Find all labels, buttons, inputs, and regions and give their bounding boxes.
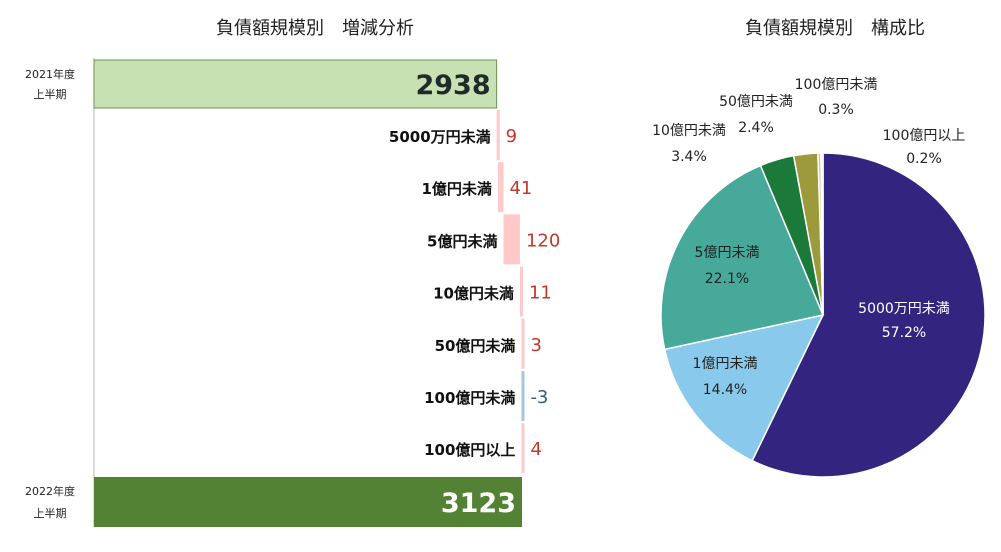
step-category-label: 5億円未満: [427, 232, 497, 250]
step-category-label: 50億円未満: [435, 337, 516, 355]
step-category-label: 10億円未満: [433, 285, 514, 303]
step-value-label: 9: [506, 126, 517, 147]
start-label-line1: 2021年度: [25, 67, 75, 81]
pie-slice-label: 100億円以上: [883, 128, 966, 144]
step-category-label: 1億円未満: [421, 180, 491, 198]
step-value-label: 11: [529, 283, 552, 304]
pie-slice: [663, 313, 825, 462]
pie-slice-label: 1億円未満: [693, 356, 758, 372]
waterfall-title: 負債額規模別 増減分析: [216, 18, 414, 39]
bar-start-value: 2938: [415, 70, 490, 101]
pie-slice-value: 0.3%: [818, 102, 854, 118]
pie-slice-label: 10億円未満: [652, 123, 726, 139]
step-value-label: 41: [509, 178, 532, 199]
pie-slice-label: 5000万円未満: [858, 301, 950, 317]
pie-slice: [660, 164, 825, 351]
bar-step: [497, 162, 504, 213]
end-label-line1: 2022年度: [25, 484, 75, 498]
pie-slice: [751, 152, 986, 478]
bar-end: [94, 477, 522, 527]
step-value-label: 4: [530, 439, 541, 460]
step-category-label: 100億円未満: [424, 389, 515, 407]
pie-slice-label: 50億円未満: [719, 94, 793, 110]
pie-slice-value: 57.2%: [882, 325, 926, 341]
pie-slice-value: 22.1%: [705, 271, 749, 287]
start-label-line2: 上半期: [34, 87, 67, 101]
bar-step: [521, 423, 525, 474]
step-category-label: 5000万円未満: [389, 128, 491, 146]
step-value-label: 120: [526, 230, 560, 251]
pie-slice-value: 2.4%: [738, 120, 774, 136]
pie-title: 負債額規模別 構成比: [745, 18, 925, 39]
step-category-label: 100億円以上: [424, 441, 515, 459]
end-label-line2: 上半期: [34, 506, 67, 520]
bar-step: [521, 318, 525, 369]
bar-step: [503, 214, 520, 265]
step-value-label: -3: [530, 387, 548, 408]
pie-slice-label: 5億円未満: [695, 245, 760, 261]
pie-slice-value: 3.4%: [671, 149, 707, 165]
pie-slice-value: 0.2%: [906, 151, 942, 167]
bar-step: [521, 371, 525, 421]
pie-slice: [820, 152, 824, 316]
step-value-label: 3: [530, 335, 541, 356]
pie-chart: 5000万円未満 57.2% 1億円未満 14.4% 5億円未満 22.1% 10億円未満 3…: [652, 77, 986, 478]
bar-start: [93, 59, 498, 109]
bar-step: [496, 110, 500, 160]
bar-step: [519, 266, 523, 317]
pie-slice-label: 100億円未満: [795, 77, 878, 93]
bar-end-value: 3123: [441, 488, 516, 519]
pie-slice-value: 14.4%: [703, 382, 747, 398]
